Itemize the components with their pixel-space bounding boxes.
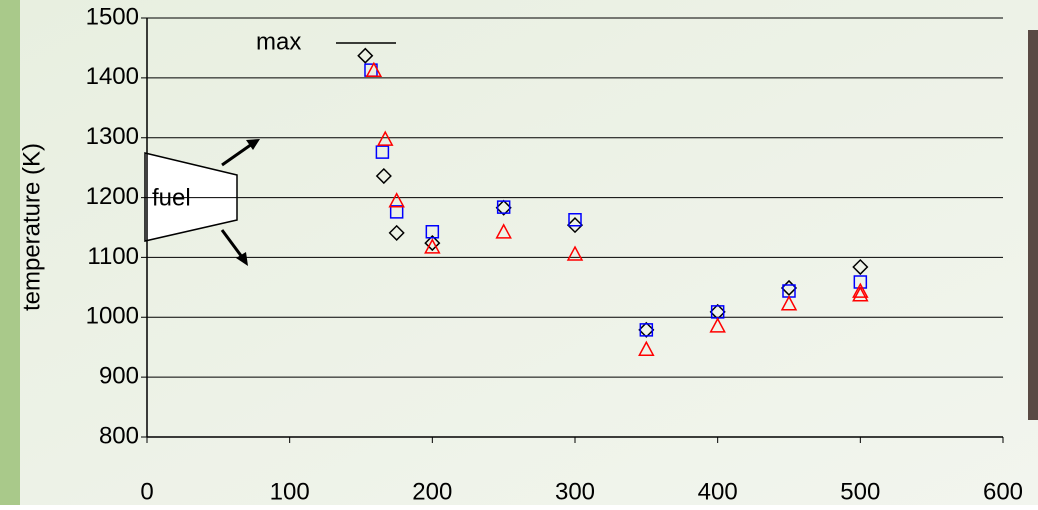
- left-strip: [0, 0, 20, 505]
- y-tick-label: 800: [99, 422, 139, 449]
- x-tick-label: 300: [555, 478, 595, 505]
- y-tick-label: 1500: [86, 3, 139, 30]
- y-tick-label: 1400: [86, 63, 139, 90]
- x-tick-label: 400: [698, 478, 738, 505]
- page: fuel max temperature (K) 800900100011001…: [0, 0, 1038, 505]
- background: [0, 0, 1038, 505]
- y-tick-label: 1100: [87, 243, 139, 270]
- photo: [1028, 30, 1038, 420]
- y-axis-label: temperature (K): [18, 143, 45, 311]
- x-tick-label: 200: [412, 478, 452, 505]
- y-tick-label: 1200: [86, 183, 139, 210]
- y-tick-label: 1000: [86, 303, 139, 330]
- x-tick-label: 500: [840, 478, 880, 505]
- x-tick-label: 100: [270, 478, 310, 505]
- chart: fuel max temperature (K) 800900100011001…: [0, 0, 1038, 505]
- x-tick-label: 600: [983, 478, 1023, 505]
- x-tick-label: 0: [140, 478, 153, 505]
- y-tick-label: 900: [99, 362, 139, 389]
- max-label: max: [256, 28, 301, 55]
- y-tick-label: 1300: [86, 123, 139, 150]
